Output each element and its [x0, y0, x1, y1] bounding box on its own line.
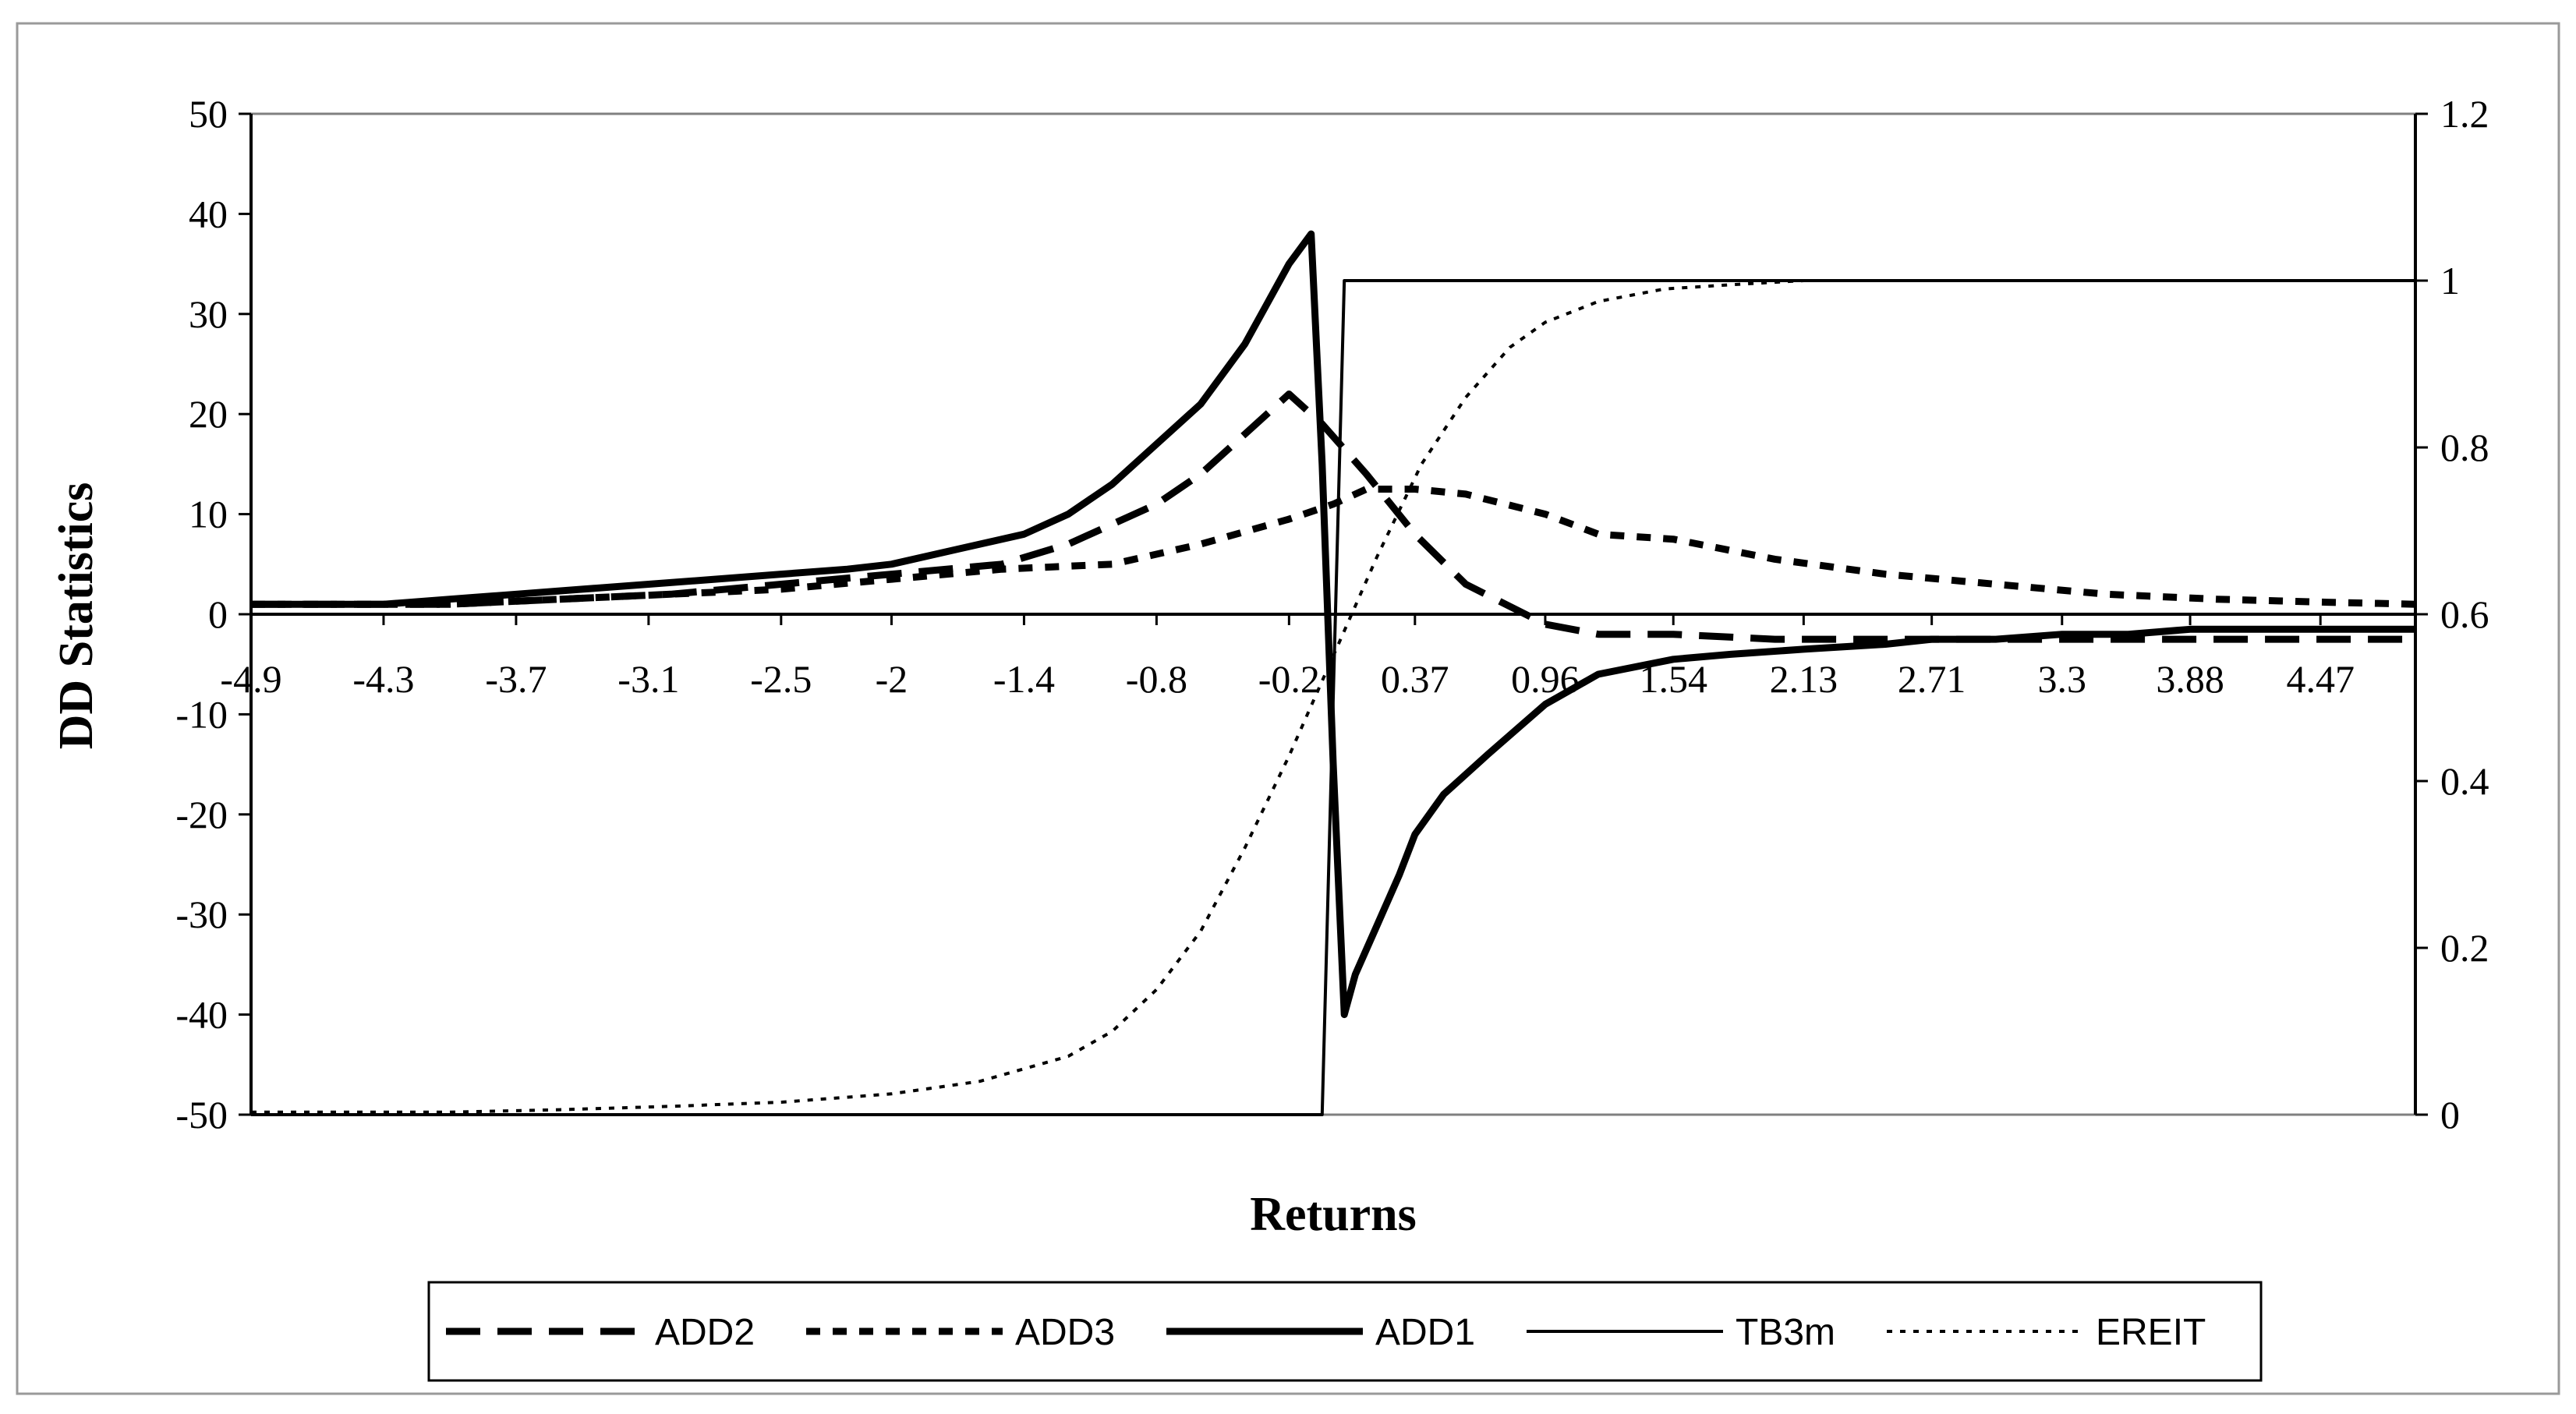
- y-left-tick-label: 50: [189, 92, 228, 136]
- y-axis-right-ticks: 1.2 1 0.8 0.6 0.4 0.2 0: [2415, 92, 2489, 1137]
- y-right-tick-label: 0.2: [2440, 926, 2489, 970]
- legend-label-add1: ADD1: [1375, 1312, 1475, 1353]
- y-right-tick-label: 0: [2440, 1093, 2460, 1137]
- x-tick-label: -3.1: [617, 657, 679, 701]
- series-line-add1: [251, 230, 2415, 1019]
- x-tick-label: -2.5: [750, 657, 812, 701]
- x-tick-label: -4.9: [220, 657, 281, 701]
- y-left-tick-label: 0: [208, 592, 228, 636]
- y-left-tick-label: -50: [175, 1093, 228, 1137]
- y-left-tick-label: 10: [189, 493, 228, 536]
- legend: ADD2 ADD3 ADD1 TB3m EREIT: [427, 1281, 2263, 1382]
- legend-label-tb3m: TB3m: [1736, 1312, 1835, 1353]
- y-left-tick-label: -40: [175, 993, 228, 1037]
- y-axis-title: DD Statistics: [50, 483, 103, 750]
- series-line-add3: [251, 486, 2416, 608]
- series-line-tb3m: [251, 279, 2415, 1116]
- x-tick-label: -2: [876, 657, 908, 701]
- y-right-tick-label: 1: [2440, 259, 2460, 302]
- y-axis-left-ticks: 50 40 30 20 10 0 -10 -20 -30 -40 -50: [175, 92, 251, 1137]
- x-tick-label: -3.7: [485, 657, 547, 701]
- x-tick-label: 3.3: [2038, 657, 2087, 701]
- x-tick-label: 2.71: [1898, 657, 1966, 701]
- y-right-tick-label: 0.8: [2440, 426, 2489, 469]
- y-left-tick-label: 30: [189, 292, 228, 336]
- x-tick-label: 3.88: [2156, 657, 2224, 701]
- legend-label-add3: ADD3: [1015, 1312, 1115, 1353]
- x-tick-label: -4.3: [352, 657, 414, 701]
- y-left-tick-label: 20: [189, 392, 228, 436]
- y-left-tick-label: -10: [175, 692, 228, 736]
- x-tick-label: -0.2: [1258, 657, 1320, 701]
- x-tick-label: -1.4: [993, 657, 1055, 701]
- legend-label-ereit: EREIT: [2096, 1312, 2206, 1353]
- legend-label-add2: ADD2: [655, 1312, 755, 1353]
- x-tick-label: 0.37: [1381, 657, 1449, 701]
- x-tick-label: 4.47: [2286, 657, 2355, 701]
- x-axis-ticks: -4.9 -4.3 -3.7 -3.1 -2.5 -2 -1.4 -0.8 -0.2 0.37 0.…: [220, 614, 2355, 701]
- legend-items: ADD2 ADD3 ADD1 TB3m EREIT: [446, 1312, 2206, 1353]
- y-left-tick-label: -30: [175, 893, 228, 936]
- x-tick-label: 2.13: [1770, 657, 1838, 701]
- series-line-ereit: [251, 279, 2415, 1114]
- y-right-tick-label: 0.4: [2440, 759, 2489, 803]
- x-tick-label: -0.8: [1126, 657, 1187, 701]
- y-right-tick-label: 0.6: [2440, 592, 2489, 636]
- y-left-tick-label: -20: [175, 793, 228, 836]
- y-right-tick-label: 1.2: [2440, 92, 2489, 136]
- y-left-tick-label: 40: [189, 192, 228, 235]
- x-axis-title: Returns: [1250, 1188, 1417, 1241]
- series-group: [251, 230, 2416, 1116]
- chart-frame: [16, 22, 2560, 1395]
